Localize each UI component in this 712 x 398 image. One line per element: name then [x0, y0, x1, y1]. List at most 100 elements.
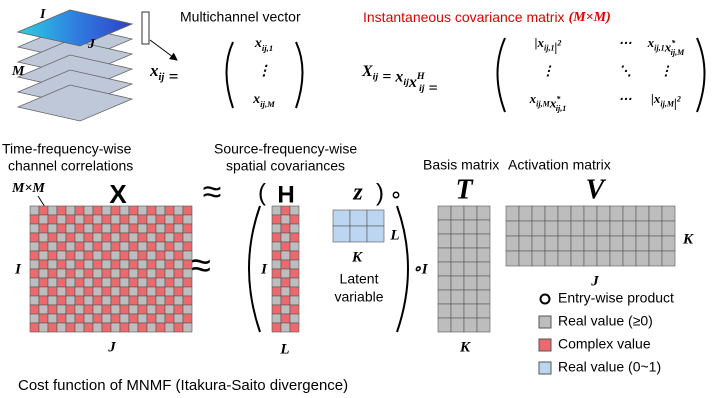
cell [438, 318, 451, 332]
cell [138, 305, 147, 314]
cell [506, 206, 519, 221]
cell [438, 220, 451, 234]
cell [597, 206, 610, 221]
cell [57, 206, 66, 215]
cell [48, 233, 57, 242]
cell [156, 251, 165, 260]
cell [39, 206, 48, 215]
cell [111, 224, 120, 233]
cell [610, 221, 623, 236]
cell [156, 215, 165, 224]
cell [75, 242, 84, 251]
cell [272, 251, 281, 260]
cell [174, 206, 183, 215]
math-part: x [252, 92, 260, 107]
cell [66, 233, 75, 242]
cell [120, 305, 129, 314]
cell [290, 269, 299, 278]
cell [48, 251, 57, 260]
cell [281, 215, 290, 224]
cell [147, 215, 156, 224]
cell [597, 221, 610, 236]
math-part: ij,1 [262, 43, 273, 53]
math: xij,1 [254, 36, 273, 53]
cell [30, 287, 39, 296]
cell [66, 269, 75, 278]
cell [290, 233, 299, 242]
cell [30, 305, 39, 314]
math-part: x [149, 61, 159, 80]
cell [183, 305, 192, 314]
cell [75, 278, 84, 287]
cell [597, 251, 610, 266]
cell [367, 210, 384, 226]
cell [120, 206, 129, 215]
cell [30, 224, 39, 233]
cell [290, 278, 299, 287]
cell [174, 278, 183, 287]
symbol: z [352, 180, 363, 206]
cell [281, 305, 290, 314]
cell [147, 224, 156, 233]
vector-title: Multichannel vector [180, 9, 301, 25]
cell [584, 251, 597, 266]
dim-label: K [459, 339, 471, 355]
cell [290, 287, 299, 296]
cell [156, 305, 165, 314]
cell [571, 236, 584, 251]
cell [584, 206, 597, 221]
math-part: x [408, 74, 417, 91]
cell [66, 305, 75, 314]
cell [147, 296, 156, 305]
cell [129, 233, 138, 242]
cell [120, 215, 129, 224]
cell [281, 233, 290, 242]
cell [120, 242, 129, 251]
cell [147, 287, 156, 296]
cell [290, 305, 299, 314]
cell [39, 251, 48, 260]
x-title: channel correlations [8, 158, 133, 174]
cell [39, 269, 48, 278]
cell [84, 251, 93, 260]
cell [75, 260, 84, 269]
cell [165, 233, 174, 242]
cell [532, 251, 545, 266]
cell [272, 260, 281, 269]
cell [93, 260, 102, 269]
cell [129, 224, 138, 233]
cell [183, 242, 192, 251]
cell [84, 233, 93, 242]
cell [506, 221, 519, 236]
cell [532, 236, 545, 251]
cell [174, 314, 183, 323]
legend-marker [539, 339, 551, 351]
math: ⋯ [619, 91, 633, 106]
cell [156, 323, 165, 332]
cell [451, 304, 464, 318]
cell [30, 269, 39, 278]
cell [93, 296, 102, 305]
cell [75, 233, 84, 242]
math: ⋮ [257, 64, 271, 79]
cell [662, 251, 675, 266]
cell [66, 323, 75, 332]
cell [584, 221, 597, 236]
cell [102, 224, 111, 233]
cell [165, 323, 174, 332]
cell [662, 221, 675, 236]
cell [272, 323, 281, 332]
cell [477, 276, 490, 290]
cell [649, 251, 662, 266]
cell [93, 323, 102, 332]
cell [120, 260, 129, 269]
cell [147, 269, 156, 278]
cell [281, 269, 290, 278]
cell [183, 269, 192, 278]
cell [571, 221, 584, 236]
cell [84, 305, 93, 314]
cell [174, 260, 183, 269]
math-part: * [556, 94, 561, 103]
cell [39, 224, 48, 233]
cell [147, 305, 156, 314]
